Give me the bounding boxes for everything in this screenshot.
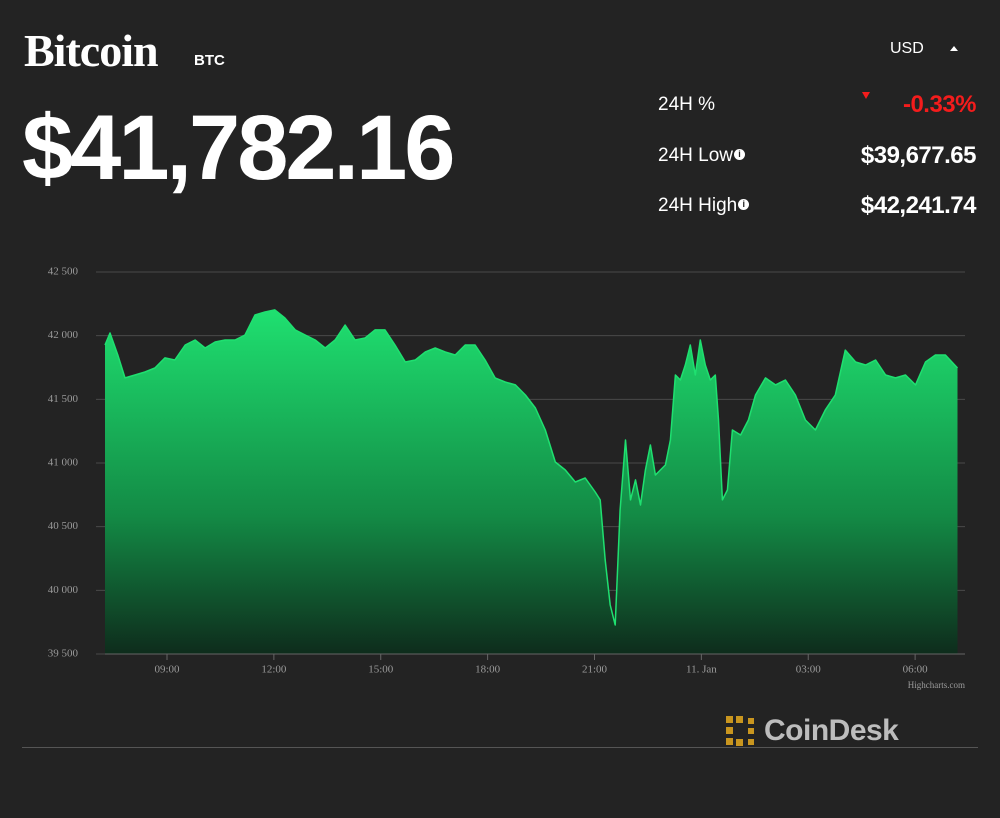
down-arrow bbox=[862, 92, 870, 99]
stat-label: 24H % bbox=[658, 94, 716, 115]
credit: Highcharts.com bbox=[908, 680, 965, 690]
y-tick-label: 40 500 bbox=[48, 520, 79, 532]
x-tick-label: 18:00 bbox=[475, 664, 501, 676]
coin-symbol: BTC bbox=[194, 52, 225, 69]
price: $41,782.16 bbox=[22, 97, 455, 199]
stat-label-row: 24H High i bbox=[658, 195, 750, 217]
x-tick-label: 03:00 bbox=[796, 664, 822, 676]
chart: 39 500 40 000 40 500 41 000 41 500 42 000 42 5… bbox=[48, 266, 965, 690]
x-tick-label: 09:00 bbox=[154, 664, 180, 676]
stat-label: 24H Low bbox=[658, 145, 733, 166]
y-tick-label: 40 000 bbox=[48, 584, 79, 596]
price-line bbox=[104, 309, 959, 626]
stat-label: 24H High bbox=[658, 195, 738, 216]
coin-name: Bitcoin bbox=[24, 25, 159, 76]
y-tick-label: 39 500 bbox=[48, 648, 79, 660]
stat-label-row: 24H Low i bbox=[658, 145, 745, 167]
currency-select[interactable]: USD bbox=[890, 40, 924, 57]
stat-value: $42,241.74 bbox=[860, 192, 977, 219]
x-tick-label: 15:00 bbox=[368, 664, 394, 676]
info-icon[interactable]: i bbox=[738, 199, 750, 210]
stat-value: $39,677.65 bbox=[860, 142, 977, 169]
divider bbox=[22, 747, 978, 748]
x-tick-label: 11. Jan bbox=[686, 664, 717, 676]
brand-logo bbox=[726, 716, 754, 746]
price-area bbox=[105, 309, 958, 654]
y-tick-label: 42 000 bbox=[48, 329, 79, 341]
x-tick-label: 21:00 bbox=[582, 664, 608, 676]
y-tick-label: 41 000 bbox=[48, 457, 79, 469]
stat-value: -0.33% bbox=[902, 91, 977, 118]
y-tick-label: 41 500 bbox=[48, 393, 79, 405]
x-tick-label: 06:00 bbox=[903, 664, 929, 676]
x-tick-label: 12:00 bbox=[261, 664, 287, 676]
info-icon[interactable]: i bbox=[734, 149, 745, 160]
brand-name: CoinDesk bbox=[764, 714, 899, 747]
currency-caret[interactable] bbox=[950, 46, 958, 51]
y-tick-label: 42 500 bbox=[48, 266, 79, 278]
